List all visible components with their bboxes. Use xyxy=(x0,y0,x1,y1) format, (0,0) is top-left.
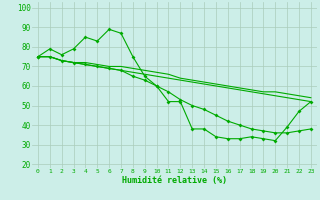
X-axis label: Humidité relative (%): Humidité relative (%) xyxy=(122,176,227,185)
